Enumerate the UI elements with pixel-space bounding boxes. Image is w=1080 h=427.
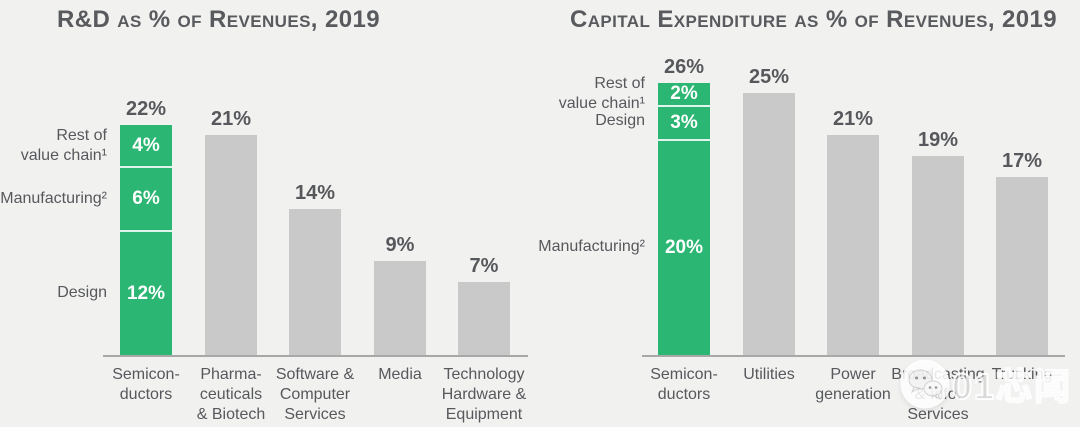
chart-rd-revenues: R&D as % of Revenues, 2019 4% 6% 12% 22% Res… [0,6,528,425]
category-label: Media [335,365,465,385]
bar-value-label: 21% [210,108,252,130]
category-line: Technology [443,366,525,383]
bar-value-label: 26% [663,56,705,78]
bar [743,93,795,356]
category-label: Technology Hardware & Equipment [419,365,549,425]
category-line: & Info. [914,386,962,403]
bar-value-label: 25% [748,66,790,88]
bar-value-label: 7% [469,255,499,277]
category-line: ceuticals [199,386,263,403]
segment-value-label: 20% [664,237,704,259]
segment-name-label: Rest of value chain¹ [0,126,107,166]
bar-value-label: 9% [385,234,415,256]
segment-name-line: value chain¹ [558,95,645,112]
category-label: Power generation [788,365,918,405]
bar-segment: 3% [658,104,710,139]
category-label: Trucking [957,365,1080,385]
segment-name-line: value chain¹ [20,147,107,164]
bar: 2% 3% 20% [658,83,710,356]
bar-segment: 6% [120,166,172,230]
category-label: Semicon-ductors [619,365,749,405]
segment-name-line: Design [595,112,645,129]
bar-value-label: 21% [832,108,874,130]
category-line: Media [378,366,422,383]
bar: 4% 6% 12% [120,125,172,356]
category-line: Power [830,366,876,383]
category-line: Pharma- [200,366,262,383]
bar [827,135,879,356]
segment-value-label: 4% [132,134,160,156]
segment-value-label: 2% [670,82,698,104]
bar-segment: 4% [120,125,172,166]
category-label: Software & Computer Services [250,365,380,425]
x-axis-line [103,355,528,357]
plot-area: 4% 6% 12% 22% Rest of value chain¹ Manufacturi… [0,98,528,425]
segment-value-label: 12% [126,283,166,305]
category-line: ductors [119,386,173,403]
bar [458,282,510,356]
bar [205,135,257,356]
segment-name-line: Design [57,284,107,301]
category-line: Services [907,406,969,423]
segment-name-label: Rest of value chain¹ [475,74,645,114]
bar-value-label: 17% [1001,150,1043,172]
segment-value-label: 6% [132,188,160,210]
bar-value-label: 19% [917,129,959,151]
segment-name-label: Design [0,283,107,303]
segment-name-line: Manufacturing² [538,238,645,255]
segment-name-line: Rest of [594,75,645,92]
category-label: Pharma-ceuticals & Biotech [166,365,296,425]
bar-value-label: 14% [294,182,336,204]
segment-name-label: Manufacturing² [0,189,107,209]
segment-name-label: Design [475,111,645,131]
bar-value-label: 22% [125,98,167,120]
category-line: & Biotech [196,406,266,423]
segment-value-label: 3% [670,111,698,133]
segment-name-line: Manufacturing² [0,190,107,207]
segment-name-label: Manufacturing² [475,237,645,257]
bar-segment: 12% [120,230,172,356]
category-line: Trucking [991,366,1053,383]
category-line: Software & [275,366,355,383]
category-line: ductors [657,386,711,403]
bar-segment: 2% [658,83,710,105]
chart-title: Capital Expenditure as % of Revenues, 20… [570,6,1058,33]
segment-name-line: Rest of [56,127,107,144]
bar [374,261,426,356]
bar [996,177,1048,356]
category-line: Services [284,406,346,423]
bar [289,209,341,356]
category-line: Utilities [743,366,795,383]
category-line: Computer [279,386,351,403]
category-line: Semicon- [112,366,180,383]
category-label: Semicon-ductors [81,365,211,405]
chart-capex-revenues: Capital Expenditure as % of Revenues, 20… [538,0,1080,427]
category-line: Hardware & [441,386,527,403]
x-axis-line [642,355,1065,357]
chart-title: R&D as % of Revenues, 2019 [57,6,380,33]
plot-area: 2% 3% 20% 26% Rest of value chain¹ Design Manuf… [538,0,1080,427]
bar [912,156,964,356]
bar-segment: 20% [658,138,710,356]
category-line: Equipment [445,406,523,423]
category-line: Semicon- [650,366,718,383]
category-line: generation [815,386,891,403]
category-label: Utilities [704,365,834,385]
